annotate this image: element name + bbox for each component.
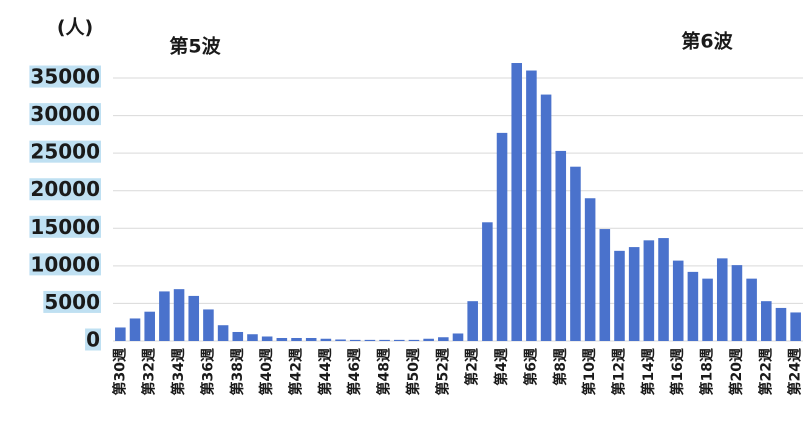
bar xyxy=(144,311,155,341)
tick-label-highlight xyxy=(29,178,101,201)
x-tick-label: 第8週 xyxy=(552,348,569,386)
tick-label-highlight xyxy=(29,103,101,126)
y-tick-label: 10000 xyxy=(30,252,100,276)
bar xyxy=(790,312,801,341)
bar xyxy=(643,240,655,341)
bar xyxy=(452,333,464,341)
bar xyxy=(555,150,567,341)
x-tick-label: 第12週 xyxy=(610,348,627,395)
bar xyxy=(599,229,611,341)
x-tick-label: 第44週 xyxy=(317,348,334,395)
bar xyxy=(467,301,478,341)
bar xyxy=(115,327,126,341)
x-tick-label: 第48週 xyxy=(376,348,393,395)
x-tick-label: 第10週 xyxy=(581,348,598,395)
bar xyxy=(203,309,214,341)
bar xyxy=(482,222,493,341)
x-tick-label: 第42週 xyxy=(288,348,305,395)
bar xyxy=(584,198,596,341)
bar xyxy=(716,258,728,341)
y-tick-label: 5000 xyxy=(44,290,100,314)
tick-label-highlight xyxy=(29,253,101,276)
y-tick-label: 20000 xyxy=(30,177,100,201)
bar xyxy=(261,336,273,341)
x-tick-label: 第46週 xyxy=(346,348,363,395)
bar xyxy=(540,94,552,341)
bar xyxy=(408,339,420,341)
x-tick-label: 第50週 xyxy=(405,348,422,395)
tick-label-highlight xyxy=(29,140,101,163)
tick-label-highlight xyxy=(43,290,101,313)
x-tick-label: 第6週 xyxy=(522,348,539,386)
x-tick-label: 第52週 xyxy=(434,348,451,395)
bar xyxy=(247,334,258,341)
bar xyxy=(276,337,288,341)
y-tick-label: 35000 xyxy=(30,65,100,89)
bar xyxy=(761,301,772,341)
bar xyxy=(379,339,390,341)
bar xyxy=(526,70,537,342)
bar xyxy=(349,339,361,341)
bar xyxy=(438,337,449,341)
bar xyxy=(232,331,244,341)
tick-label-highlight xyxy=(85,328,101,351)
bar xyxy=(496,132,508,341)
bar xyxy=(672,260,684,341)
x-tick-label: 第38週 xyxy=(229,348,246,395)
bar xyxy=(746,278,757,341)
y-tick-label: 15000 xyxy=(30,215,100,239)
annotation: 第5波 xyxy=(169,35,221,58)
bar xyxy=(393,339,405,341)
bar xyxy=(731,265,743,341)
x-tick-label: 第16週 xyxy=(669,348,686,395)
x-tick-label: 第18週 xyxy=(699,348,716,395)
y-tick-label: 0 xyxy=(86,328,100,352)
bar xyxy=(702,278,713,341)
bar xyxy=(775,307,787,341)
bar xyxy=(335,339,346,341)
bar xyxy=(129,318,141,341)
x-tick-label: 第14週 xyxy=(640,348,657,395)
bar xyxy=(511,63,523,342)
bar xyxy=(173,289,185,341)
x-tick-label: 第30週 xyxy=(111,348,128,395)
x-tick-label: 第20週 xyxy=(728,348,745,395)
x-tick-label: 第34週 xyxy=(170,348,187,395)
bar xyxy=(628,247,640,341)
x-tick-label: 第36週 xyxy=(199,348,216,395)
bar xyxy=(159,291,170,341)
x-tick-label: 第32週 xyxy=(141,348,158,395)
tick-label-highlights xyxy=(29,65,101,351)
x-tick-label: 第40週 xyxy=(258,348,275,395)
bar xyxy=(364,339,376,341)
x-tick-label: 第4週 xyxy=(493,348,510,386)
bar xyxy=(614,250,625,341)
bar xyxy=(291,337,302,341)
tick-label-highlight xyxy=(29,65,101,88)
y-tick-label: 25000 xyxy=(30,140,100,164)
bar xyxy=(658,238,669,341)
y-tick-label: 30000 xyxy=(30,102,100,126)
bar xyxy=(305,337,317,341)
bar xyxy=(188,295,200,341)
x-tick-label: 第22週 xyxy=(757,348,774,395)
annotation: (人) xyxy=(57,17,93,39)
x-tick-label: 第24週 xyxy=(787,348,804,395)
bar xyxy=(570,166,581,341)
bar xyxy=(687,271,699,341)
bar xyxy=(217,325,229,341)
tick-label-highlight xyxy=(29,215,101,238)
x-tick-label: 第2週 xyxy=(464,348,481,386)
bar xyxy=(423,338,434,341)
bar xyxy=(320,338,332,341)
annotation: 第6波 xyxy=(681,30,733,53)
